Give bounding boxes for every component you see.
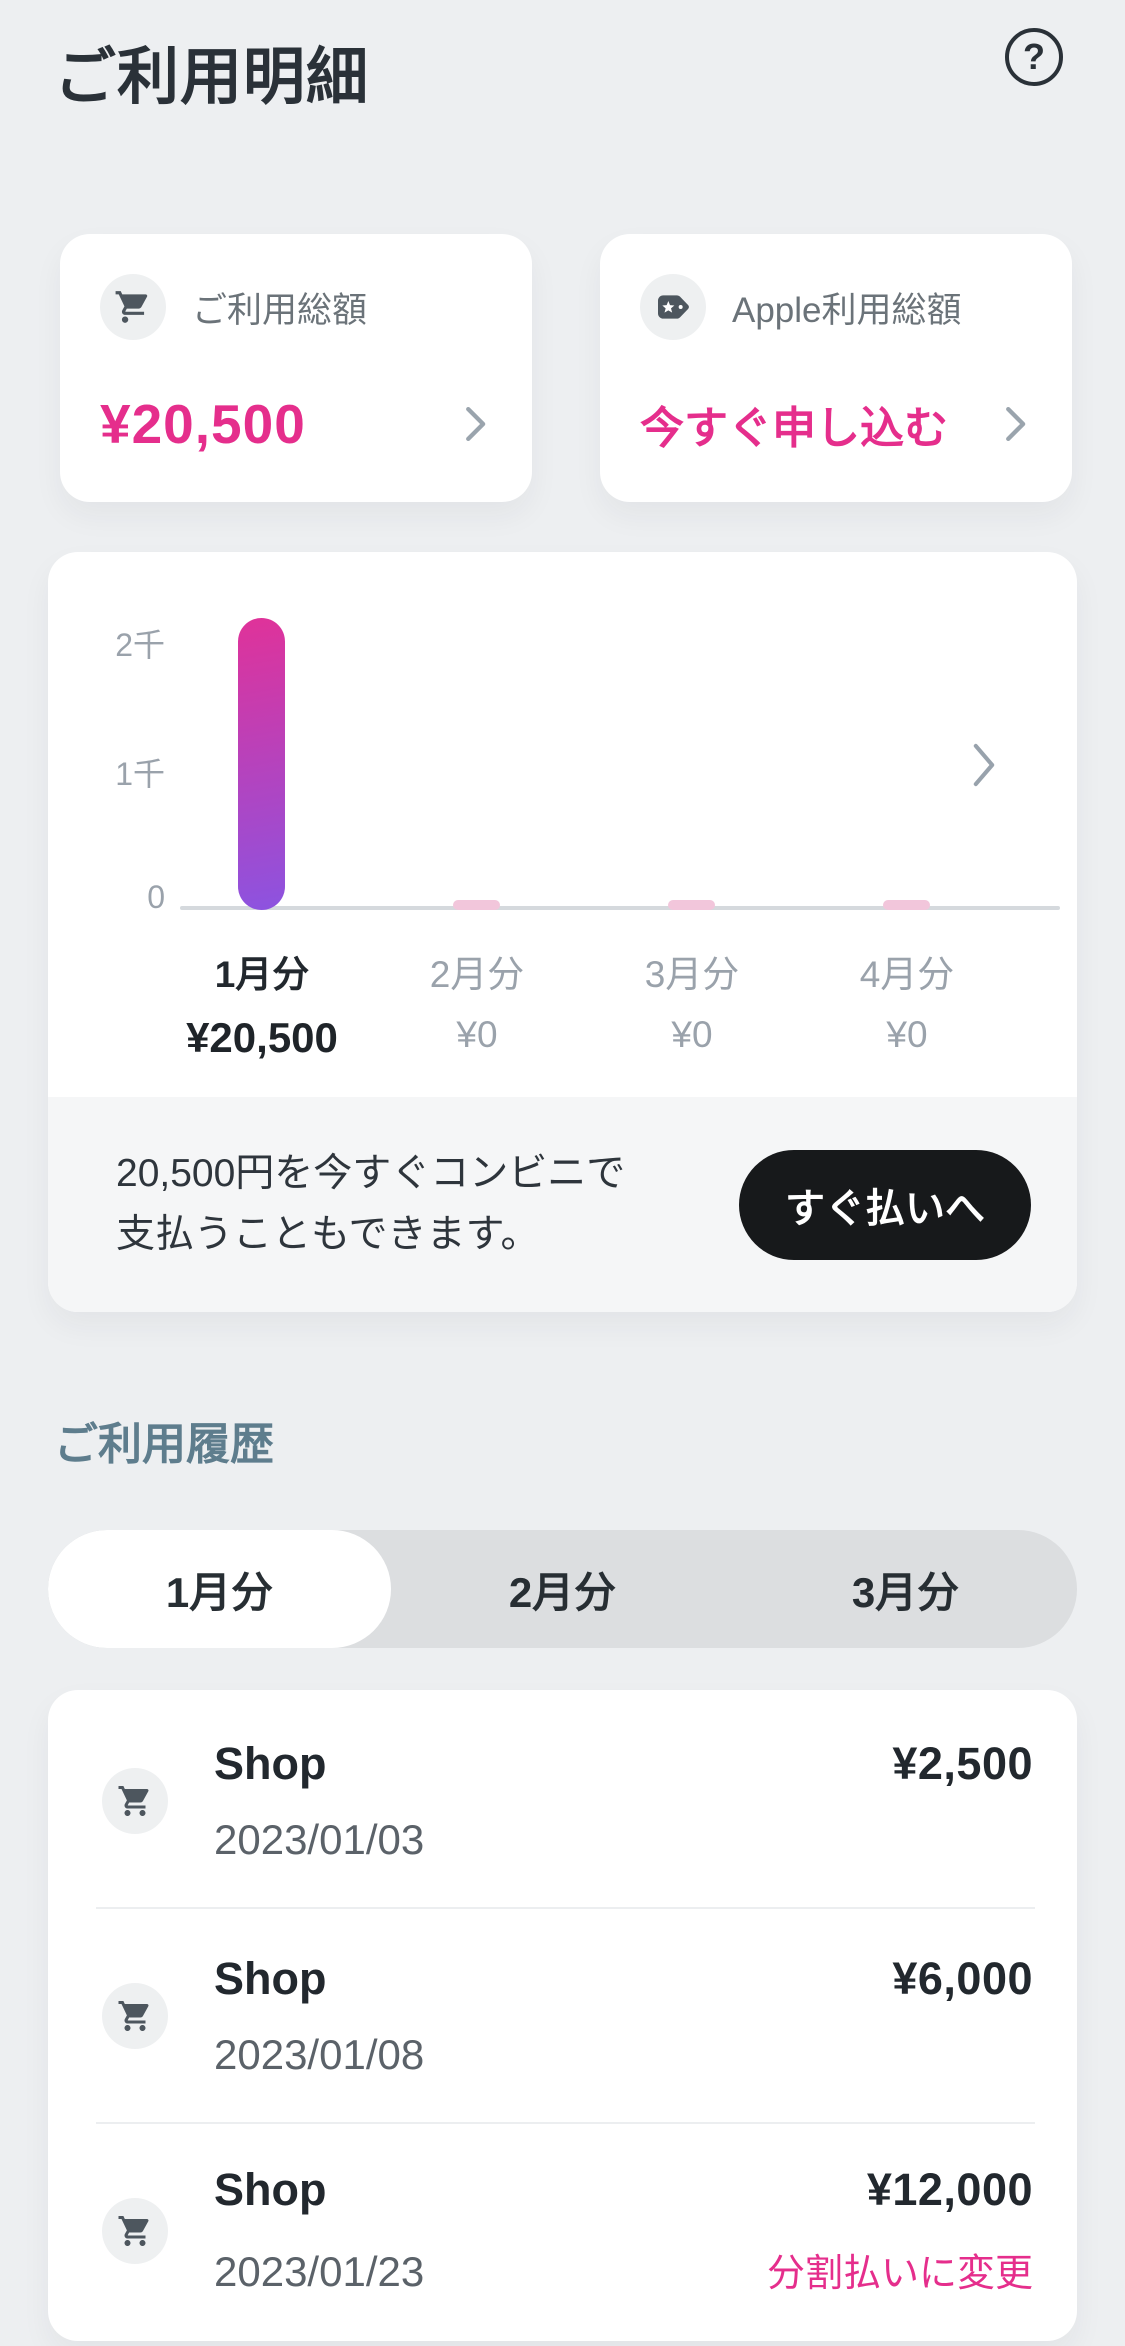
total-usage-card-header: ご利用総額 <box>100 274 492 340</box>
total-usage-amount: ¥20,500 <box>100 393 306 455</box>
cart-icon-circle <box>100 274 166 340</box>
total-usage-label: ご利用総額 <box>192 290 368 330</box>
pay-now-banner: 20,500円を今すぐコンビニで 支払うこともできます。 すぐ払いへ <box>48 1097 1077 1312</box>
question-icon: ? <box>1023 36 1045 77</box>
total-usage-card[interactable]: ご利用総額 ¥20,500 <box>60 234 532 502</box>
cart-icon-circle <box>102 2197 168 2264</box>
transaction-date: 2023/01/23 <box>214 2248 425 2295</box>
chevron-right-icon <box>1006 406 1026 442</box>
y-tick-2000: 2千 <box>115 627 165 663</box>
x-label-february: 2月分 ¥0 <box>429 954 525 1055</box>
transaction-row: Shop ¥2,500 2023/01/03 <box>48 1694 1077 1907</box>
x-label-january: 1月分 ¥20,500 <box>186 954 338 1061</box>
chevron-right-icon <box>973 743 995 787</box>
transaction-amount: ¥12,000 <box>866 2164 1033 2215</box>
tab-february[interactable]: 2月分 <box>391 1530 734 1648</box>
transaction-row: Shop ¥6,000 2023/01/08 <box>48 1909 1077 2122</box>
page-title: ご利用明細 <box>54 43 370 112</box>
bar-january <box>238 618 285 910</box>
cart-icon <box>118 1785 149 1816</box>
y-tick-0: 0 <box>147 879 165 915</box>
tab-january[interactable]: 1月分 <box>48 1530 391 1648</box>
month-tabs: 1月分 2月分 3月分 <box>48 1530 1077 1648</box>
apply-now-link[interactable]: 今すぐ申し込む <box>640 404 948 453</box>
pay-now-button[interactable]: すぐ払いへ <box>739 1149 1031 1260</box>
monthly-usage-chart-card: 2千 1千 0 1月分 ¥20,500 2月分 ¥0 3月分 <box>48 552 1077 1312</box>
cart-icon <box>115 291 148 323</box>
chart-next-button[interactable] <box>949 730 1019 800</box>
transaction-date: 2023/01/08 <box>214 2030 425 2078</box>
x-axis-baseline <box>180 906 1060 910</box>
transaction-row: Shop ¥12,000 2023/01/23 分割払いに変更 <box>48 2124 1077 2337</box>
transaction-date: 2023/01/03 <box>214 1815 425 1863</box>
tag-icon-circle <box>640 274 706 340</box>
bar-chart: 2千 1千 0 1月分 ¥20,500 2月分 ¥0 3月分 <box>48 552 1077 1097</box>
transaction-list: Shop ¥2,500 2023/01/03 Shop ¥6,000 <box>48 1690 1077 2341</box>
merchant-name: Shop <box>214 1737 327 1789</box>
transaction-amount: ¥6,000 <box>892 1952 1033 2004</box>
bar-march <box>668 900 715 910</box>
total-usage-card-body: ¥20,500 <box>100 392 492 456</box>
merchant-name: Shop <box>214 1952 327 2004</box>
x-label-april: 4月分 ¥0 <box>859 954 955 1055</box>
cart-icon <box>118 2215 149 2246</box>
pay-now-message: 20,500円を今すぐコンビニで 支払うこともできます。 <box>116 1152 626 1256</box>
header: ご利用明細 ? <box>0 0 1125 116</box>
tab-march[interactable]: 3月分 <box>734 1530 1077 1648</box>
cart-icon <box>118 2000 149 2031</box>
bar-february <box>453 900 500 910</box>
transaction-amount: ¥2,500 <box>892 1737 1033 1789</box>
y-tick-1000: 1千 <box>115 756 165 792</box>
apple-usage-card-body: 今すぐ申し込む <box>640 392 1032 456</box>
row-divider <box>96 1907 1035 1909</box>
apple-usage-card[interactable]: Apple利用総額 今すぐ申し込む <box>600 234 1072 502</box>
tag-icon <box>658 295 689 319</box>
apple-usage-label: Apple利用総額 <box>732 290 962 330</box>
change-to-installments-link[interactable]: 分割払いに変更 <box>767 2242 1033 2297</box>
apple-usage-card-header: Apple利用総額 <box>640 274 1032 340</box>
chevron-right-icon <box>466 406 486 442</box>
x-label-march: 3月分 ¥0 <box>644 954 740 1055</box>
transaction-main: Shop ¥6,000 2023/01/08 <box>214 1953 1033 2079</box>
help-button[interactable]: ? <box>1005 28 1063 86</box>
transaction-main: Shop ¥12,000 2023/01/23 分割払いに変更 <box>214 2164 1033 2297</box>
merchant-name: Shop <box>214 2164 327 2215</box>
cart-icon-circle <box>102 1982 168 2049</box>
cart-icon-circle <box>102 1767 168 1834</box>
bar-april <box>883 900 930 910</box>
history-section-title: ご利用履歴 <box>54 1420 274 1469</box>
transaction-main: Shop ¥2,500 2023/01/03 <box>214 1738 1033 1864</box>
row-divider <box>96 2122 1035 2124</box>
summary-cards-row: ご利用総額 ¥20,500 Apple利用総額 <box>0 234 1125 502</box>
